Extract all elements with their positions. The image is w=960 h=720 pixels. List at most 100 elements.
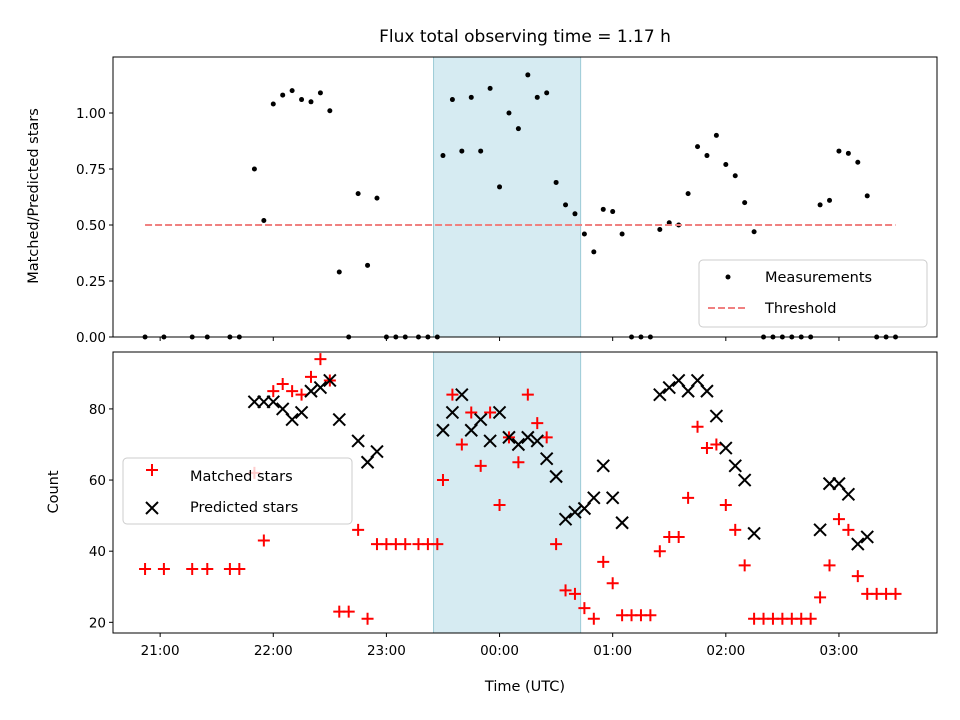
matched-star-point [201, 562, 214, 575]
measurement-point [440, 153, 446, 159]
x-tick-label: 02:00 [706, 643, 745, 659]
measurement-point [591, 249, 597, 255]
predicted-star-point [615, 516, 629, 530]
matched-star-point [314, 353, 327, 366]
matched-star-point [186, 562, 199, 575]
matched-star-point [559, 584, 572, 597]
y-tick-label: 1.00 [76, 106, 106, 122]
measurement-point [685, 191, 691, 197]
predicted-star-point [313, 380, 328, 395]
measurement-point [817, 202, 823, 208]
matched-star-point [550, 538, 563, 551]
matched-star-point [823, 559, 836, 572]
measurement-point [581, 231, 587, 237]
measurement-point [270, 101, 276, 107]
predicted-star-point [285, 412, 299, 427]
measurement-point [695, 144, 701, 150]
matched-star-point [286, 385, 299, 398]
measurement-point [553, 179, 559, 185]
x-tick-label: 01:00 [593, 643, 632, 659]
predicted-star-point [813, 523, 827, 537]
matched-star-point [257, 534, 270, 547]
predicted-star-point [832, 476, 846, 491]
measurement-point [723, 162, 729, 168]
measurement-point [572, 211, 578, 217]
predicted-star-point [681, 384, 695, 398]
y-tick-label: 60 [89, 473, 106, 489]
measurement-point [534, 94, 540, 100]
y-tick-label: 40 [89, 544, 106, 560]
predicted-star-point [700, 384, 714, 398]
y-tick-label: 0.50 [76, 218, 106, 234]
matched-star-point [682, 491, 695, 504]
matched-star-point [512, 456, 525, 469]
matched-star-point [729, 523, 742, 536]
matched-star-point [653, 545, 666, 558]
predicted-star-point [294, 405, 309, 420]
predicted-star-point [747, 526, 761, 541]
x-tick-label: 21:00 [141, 643, 180, 659]
measurement-point [864, 193, 870, 199]
y-tick-label: 0.00 [76, 330, 106, 346]
measurement-point [280, 92, 286, 98]
predicted-star-point [822, 476, 837, 491]
measurement-point [525, 72, 531, 78]
predicted-star-point [587, 491, 601, 505]
matched-star-point [436, 474, 449, 487]
matched-star-point [851, 570, 864, 583]
bottom-legend-frame [122, 457, 353, 525]
predicted-star-point [568, 505, 582, 519]
plot-frame [112, 351, 938, 634]
matched-star-point [691, 420, 704, 433]
matched-star-point [493, 498, 506, 511]
measurement-point [468, 94, 474, 100]
predicted-star-point [690, 373, 705, 388]
matched-star-point [578, 602, 591, 615]
top-panel: 0.00 0.25 0.50 0.75 1.00 [76, 56, 938, 346]
matched-star-point [597, 555, 610, 568]
y-tick-label: 0.75 [76, 162, 106, 178]
matched-star-point [276, 378, 289, 391]
y-tick-label: 80 [89, 402, 106, 418]
measurement-point [827, 197, 833, 203]
predicted-star-point [719, 441, 733, 455]
measurements-legend-label: Measurements [765, 270, 872, 286]
top-y-axis-label: Matched/Predicted stars [26, 108, 42, 284]
measurement-point [478, 148, 484, 154]
measurement-point [449, 97, 455, 103]
predicted-star-point [351, 434, 365, 448]
matched-star-point [474, 459, 487, 472]
matched-star-point [521, 388, 534, 401]
matched-star-point [352, 523, 365, 536]
measurement-point [855, 159, 861, 165]
matched-star-point [531, 417, 544, 430]
bottom-y-axis-label: Count [46, 470, 62, 513]
matched-star-point [455, 438, 468, 451]
predicted-star-point [360, 455, 375, 469]
measurement-point [374, 195, 380, 201]
measurement-point [355, 191, 361, 197]
matched-star-point [738, 559, 751, 572]
predicted-star-point [332, 412, 346, 427]
matched-star-point [842, 523, 855, 536]
predicted-star-point [247, 395, 262, 409]
threshold-legend-label: Threshold [764, 301, 836, 317]
matched-star-point [446, 388, 459, 401]
measurement-point [713, 132, 719, 138]
x-axis-label: Time (UTC) [484, 679, 565, 695]
measurement-point [544, 90, 550, 96]
predicted-star-point [539, 452, 554, 466]
predicted-star-point [275, 402, 290, 416]
predicted-star-point [653, 387, 667, 402]
predicted-star-point [662, 380, 676, 395]
highlight-span [433, 56, 582, 338]
measurement-point [365, 262, 371, 268]
measurement-point [751, 229, 757, 235]
matched-star-point [157, 562, 170, 575]
measurement-point [487, 85, 493, 91]
measurement-point [251, 166, 257, 172]
predicted-star-point [323, 373, 337, 388]
matched-star-point [672, 530, 685, 543]
predicted-star-point [464, 423, 478, 437]
